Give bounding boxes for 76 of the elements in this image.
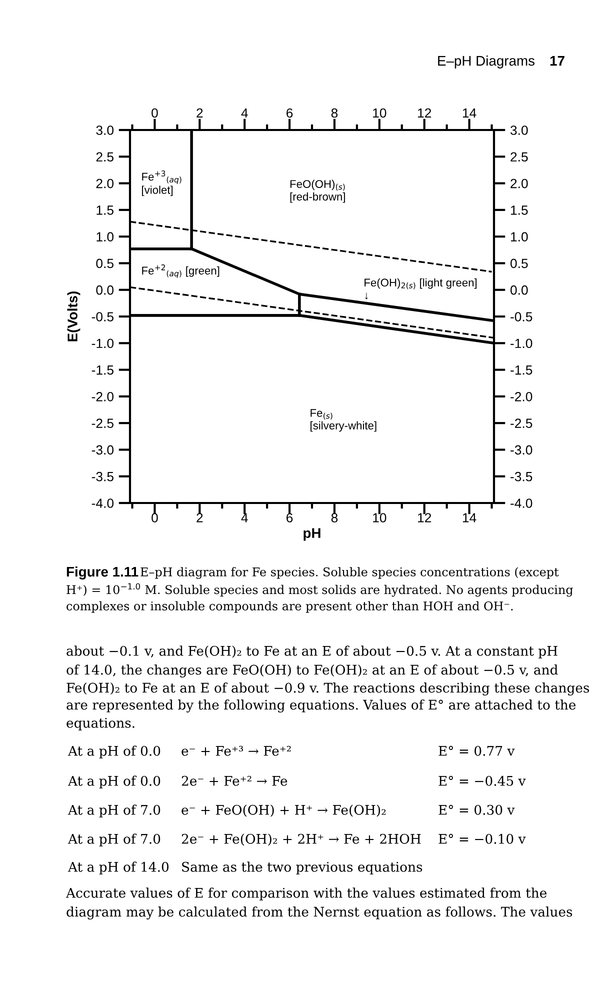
y2-tick-label: 0.0	[510, 285, 528, 295]
x-tick-label: 12	[418, 513, 432, 522]
y-tick-label: -1.0	[92, 338, 114, 348]
x2-tick-label: 0	[152, 108, 158, 118]
y-tick-label: 1.5	[96, 206, 114, 215]
annotation: Fe$^{+2}$$_{(aq)}$ [green]	[142, 264, 220, 278]
y2-tick-label: -0.5	[510, 312, 532, 322]
y-tick-label: 3.0	[96, 126, 114, 135]
text: e⁻ + Fe⁺³ → Fe⁺²	[182, 746, 291, 756]
annotation: Fe$_{(s)}$ [silvery-white]	[310, 409, 376, 432]
x-tick-label: 10	[373, 513, 386, 522]
x2-tick-label: 6	[286, 108, 293, 118]
y-tick-label: -3.0	[92, 445, 114, 455]
y-tick-label: -1.5	[92, 365, 114, 375]
text: 17	[550, 56, 564, 66]
text: e⁻ + FeO(OH) + H⁺ → Fe(OH)₂	[182, 804, 386, 817]
caption: Figure 1.11	[66, 566, 138, 580]
text: about −0.1 v, and Fe(OH)₂ to Fe at an E of about −0.5 v. At a constant pH	[66, 646, 558, 658]
text: Accurate values of E for comparison with the values estimated from the	[66, 888, 547, 900]
text: At a pH of 7.0	[68, 834, 160, 846]
x2-tick-label: 8	[331, 108, 338, 118]
x2-tick-label: 4	[241, 108, 248, 118]
annotation: FeO(OH)$_{(s)}$ [red-brown]	[290, 180, 345, 203]
text: of 14.0, the changes are FeO(OH) to Fe(OH)₂ at an E of about −0.5 v, and	[66, 664, 558, 678]
text: H⁺) = 10$^{−1.0}$ M. Soluble species and most solids are hydrated. No agents producing	[66, 583, 573, 597]
text: diagram may be calculated from the Nernst equation as follows. The values	[66, 906, 572, 920]
y2-tick-label: 1.0	[510, 232, 528, 242]
text: E–pH diagram for Fe species. Soluble species concentrations (except	[140, 567, 559, 579]
y-tick-label: -3.5	[92, 472, 114, 482]
text: At a pH of 0.0	[68, 776, 160, 788]
y-tick-label: 0.0	[96, 285, 114, 295]
y2-tick-label: -2.0	[510, 392, 532, 402]
y2-tick-label: 0.5	[510, 258, 528, 268]
text: E–pH Diagrams	[438, 56, 535, 68]
text: At a pH of 7.0	[68, 804, 160, 818]
text: E° = −0.45 v	[438, 776, 526, 786]
y-axis-title: E(Volts)	[67, 291, 80, 342]
y2-tick-label: 2.0	[510, 178, 528, 188]
y2-tick-label: 3.0	[510, 126, 528, 135]
text: E° = 0.30 v	[438, 804, 515, 815]
y2-tick-label: 1.5	[510, 206, 528, 215]
text: Same as the two previous equations	[182, 862, 422, 874]
x2-tick-label: 10	[373, 108, 386, 118]
x2-tick-label: 14	[462, 108, 476, 118]
text: 2e⁻ + Fe⁺² → Fe	[182, 776, 288, 786]
y-tick-label: -0.5	[92, 312, 114, 322]
text: At a pH of 0.0	[68, 746, 160, 758]
y2-tick-label: -1.5	[510, 365, 532, 375]
y-tick-label: -4.0	[92, 498, 114, 508]
y-tick-label: -2.5	[92, 418, 114, 428]
annotation: Fe$^{+3}$$_{(aq)}$ [violet]	[142, 170, 182, 196]
text: E° = 0.77 v	[438, 746, 515, 756]
text: At a pH of 14.0	[68, 862, 169, 874]
x2-tick-label: 2	[196, 108, 203, 118]
y2-tick-label: -1.0	[510, 338, 532, 348]
y2-tick-label: -2.5	[510, 418, 532, 428]
y-tick-label: 1.0	[96, 232, 114, 242]
text: are represented by the following equations. Values of E° are attached to the	[66, 700, 576, 712]
y2-tick-label: -4.0	[510, 498, 532, 508]
x-tick-label: 14	[462, 513, 476, 522]
y2-tick-label: -3.0	[510, 445, 532, 455]
text: Fe(OH)$_{2(s)}$ [light green] ↓	[364, 278, 477, 300]
text: E° = −0.10 v	[438, 834, 526, 844]
y-tick-label: 2.5	[96, 152, 114, 162]
text: complexes or insoluble compounds are present other than HOH and OH⁻.	[66, 601, 513, 613]
y2-tick-label: -3.5	[510, 472, 532, 482]
x-tick-label: 4	[241, 513, 248, 522]
y-tick-label: 0.5	[96, 258, 114, 268]
text: equations.	[66, 718, 134, 730]
x-axis-title: pH	[304, 528, 320, 541]
text: Fe(OH)₂ to Fe at an E of about −0.9 v. The reactions describing these changes	[66, 682, 590, 696]
y2-tick-label: 2.5	[510, 152, 528, 162]
y-tick-label: 2.0	[96, 178, 114, 188]
text: 2e⁻ + Fe(OH)₂ + 2H⁺ → Fe + 2HOH	[182, 834, 421, 846]
y-tick-label: -2.0	[92, 392, 114, 402]
x2-tick-label: 12	[418, 108, 432, 118]
